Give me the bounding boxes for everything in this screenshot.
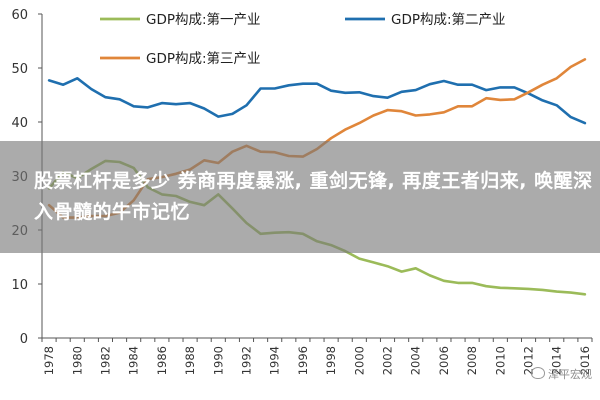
x-tick-label: 2008 xyxy=(465,346,479,375)
x-tick-label: 2010 xyxy=(493,346,507,375)
x-tick-label: 1998 xyxy=(324,346,338,375)
x-tick-label: 2016 xyxy=(578,346,592,375)
x-tick-label: 1992 xyxy=(239,346,253,375)
headline-banner xyxy=(0,141,600,253)
y-tick-label: 0 xyxy=(20,332,28,347)
x-tick-label: 1984 xyxy=(127,346,141,375)
x-tick-label: 1986 xyxy=(155,346,169,375)
y-tick-label: 40 xyxy=(11,116,28,131)
x-tick-label: 2014 xyxy=(550,346,564,375)
x-tick-label: 1988 xyxy=(183,346,197,375)
x-tick-label: 1994 xyxy=(268,346,282,375)
watermark-label: 泽平宏观 xyxy=(548,368,592,381)
x-tick-label: 2000 xyxy=(352,346,366,375)
x-tick-label: 1982 xyxy=(98,346,112,375)
y-tick-label: 50 xyxy=(11,62,28,77)
x-tick-label: 1978 xyxy=(42,346,56,375)
y-tick-label: 10 xyxy=(11,278,28,293)
legend-label-2: GDP构成:第二产业 xyxy=(391,11,506,28)
wechat-icon xyxy=(531,367,545,379)
watermark: 泽平宏观 xyxy=(531,366,592,382)
series-line-2 xyxy=(47,77,587,125)
legend-label-3: GDP构成:第三产业 xyxy=(146,50,261,67)
x-tick-label: 1996 xyxy=(296,346,310,375)
x-tick-label: 1990 xyxy=(211,346,225,375)
x-tick-label: 2002 xyxy=(381,346,395,375)
x-tick-label: 2006 xyxy=(437,346,451,375)
y-tick-label: 60 xyxy=(11,8,28,23)
x-tick-label: 2004 xyxy=(409,346,423,375)
x-tick-label: 1980 xyxy=(70,346,84,375)
headline-text: 股票杠杆是多少 券商再度暴涨, 重剑无锋, 再度王者归来, 唤醒深入骨髓的牛市记… xyxy=(34,170,593,223)
legend-label-1: GDP构成:第一产业 xyxy=(146,11,261,28)
